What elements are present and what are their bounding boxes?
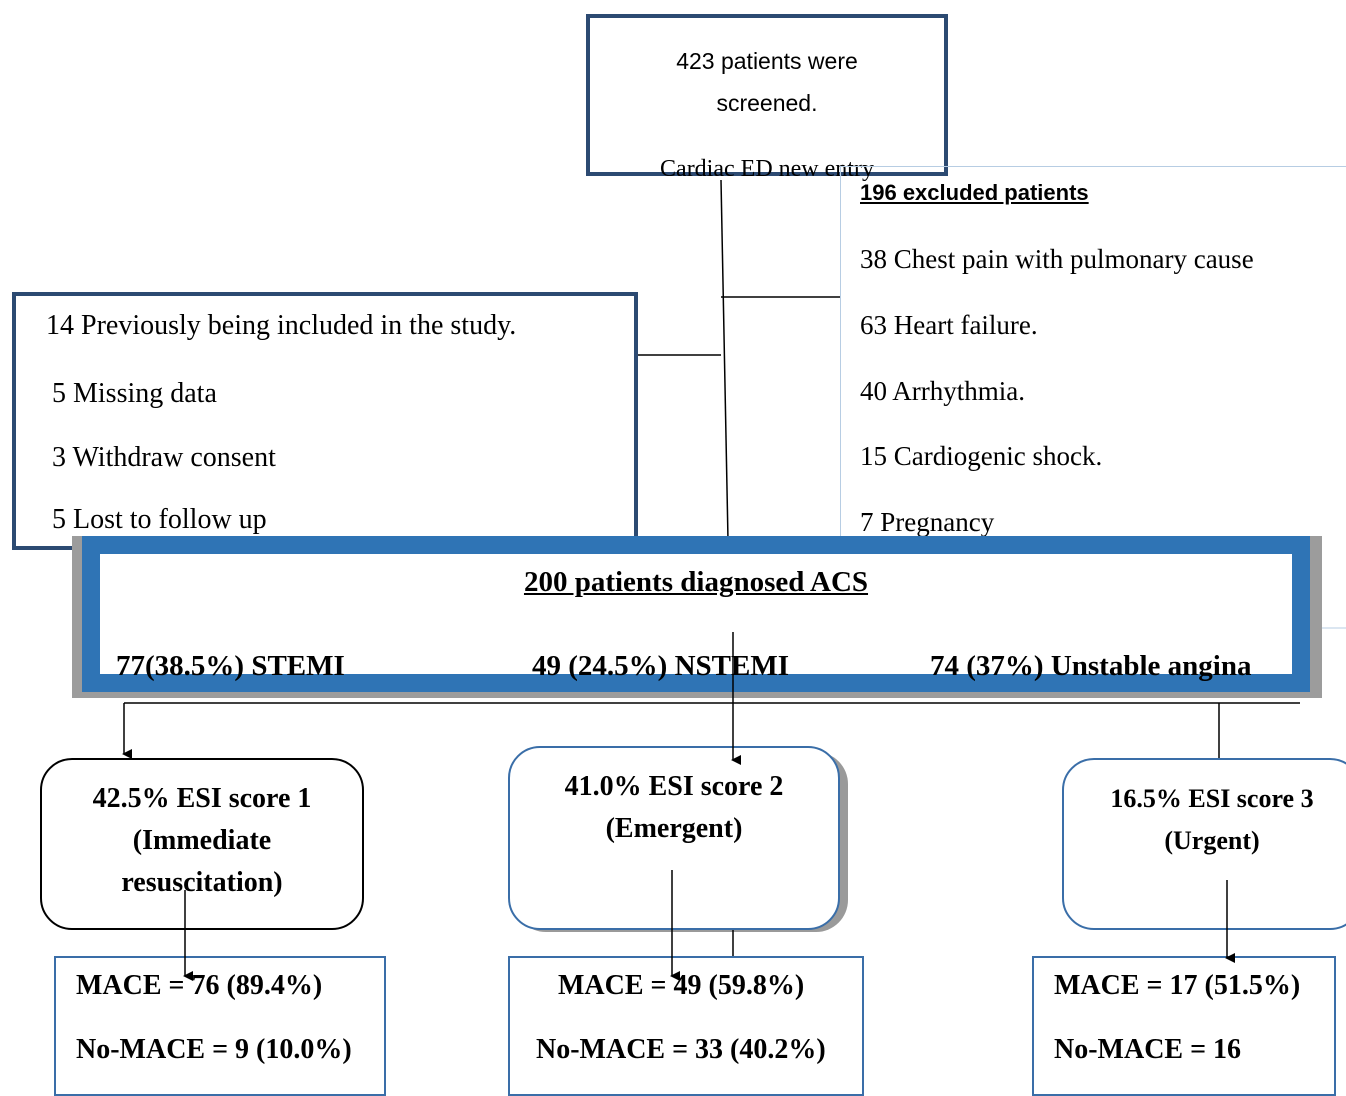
acs-category-unstable-angina: 74 (37%) Unstable angina (930, 650, 1252, 682)
mace-box-2: MACE = 49 (59.8%) No-MACE = 33 (40.2%) (508, 956, 864, 1096)
esi-2-line-2: (Emergent) (605, 813, 743, 844)
excluded-left-item: 5 Missing data (52, 378, 217, 409)
excluded-patients-panel: 196 excluded patients 38 Chest pain with… (840, 166, 1346, 628)
no-mace-value: No-MACE = 16 (1054, 1034, 1242, 1065)
excluded-left-box: 14 Previously being included in the stud… (12, 292, 638, 550)
esi-3-line-1: 16.5% ESI score 3 (1110, 784, 1314, 813)
esi-score-1-box: 42.5% ESI score 1 (Immediate resuscitati… (40, 758, 364, 930)
screening-box: 423 patients were screened. Cardiac ED n… (586, 14, 948, 182)
excluded-item: 63 Heart failure. (860, 310, 1038, 340)
esi-score-3-box: 16.5% ESI score 3 (Urgent) (1062, 758, 1346, 930)
esi-2-line-1: 41.0% ESI score 2 (564, 771, 784, 802)
esi-score-2-box: 41.0% ESI score 2 (Emergent) (508, 746, 840, 930)
acs-title: 200 patients diagnosed ACS (523, 566, 869, 598)
esi-3-line-2: (Urgent) (1164, 826, 1260, 855)
no-mace-value: No-MACE = 33 (40.2%) (536, 1034, 826, 1065)
excluded-left-item: 5 Lost to follow up (52, 504, 267, 535)
mace-box-3: MACE = 17 (51.5%) No-MACE = 16 (1032, 956, 1336, 1096)
acs-category-stemi: 77(38.5%) STEMI (116, 650, 345, 682)
esi-1-line-2: (Immediate (132, 825, 272, 856)
esi-1-line-1: 42.5% ESI score 1 (92, 783, 312, 814)
mace-value: MACE = 49 (59.8%) (558, 970, 805, 1001)
acs-category-nstemi: 49 (24.5%) NSTEMI (532, 650, 789, 682)
screening-line-2: screened. (716, 90, 818, 116)
screening-line-3: Cardiac ED new entry (660, 156, 874, 182)
excluded-panel-top-rule (840, 166, 1346, 167)
main-trunk-line (720, 179, 729, 541)
no-mace-value: No-MACE = 9 (10.0%) (76, 1034, 352, 1065)
excluded-left-item: 14 Previously being included in the stud… (46, 310, 517, 341)
mace-box-1: MACE = 76 (89.4%) No-MACE = 9 (10.0%) (54, 956, 386, 1096)
flow-connectors (122, 179, 1346, 787)
excluded-left-item: 3 Withdraw consent (52, 442, 276, 473)
screening-line-1: 423 patients were (676, 48, 858, 74)
excluded-item: 40 Arrhythmia. (860, 376, 1025, 406)
excluded-patients-title: 196 excluded patients (860, 180, 1089, 205)
acs-diagnosis-box: 200 patients diagnosed ACS 77(38.5%) STE… (82, 536, 1310, 692)
excluded-item: 7 Pregnancy (860, 507, 995, 537)
mace-value: MACE = 17 (51.5%) (1054, 970, 1301, 1001)
esi-1-line-3: resuscitation) (121, 867, 283, 898)
mace-value: MACE = 76 (89.4%) (76, 970, 323, 1001)
overlay-arrows (183, 632, 1235, 981)
excluded-item: 38 Chest pain with pulmonary cause (860, 244, 1254, 274)
excluded-item: 15 Cardiogenic shock. (860, 441, 1103, 471)
excluded-panel-left-rule (840, 166, 841, 628)
